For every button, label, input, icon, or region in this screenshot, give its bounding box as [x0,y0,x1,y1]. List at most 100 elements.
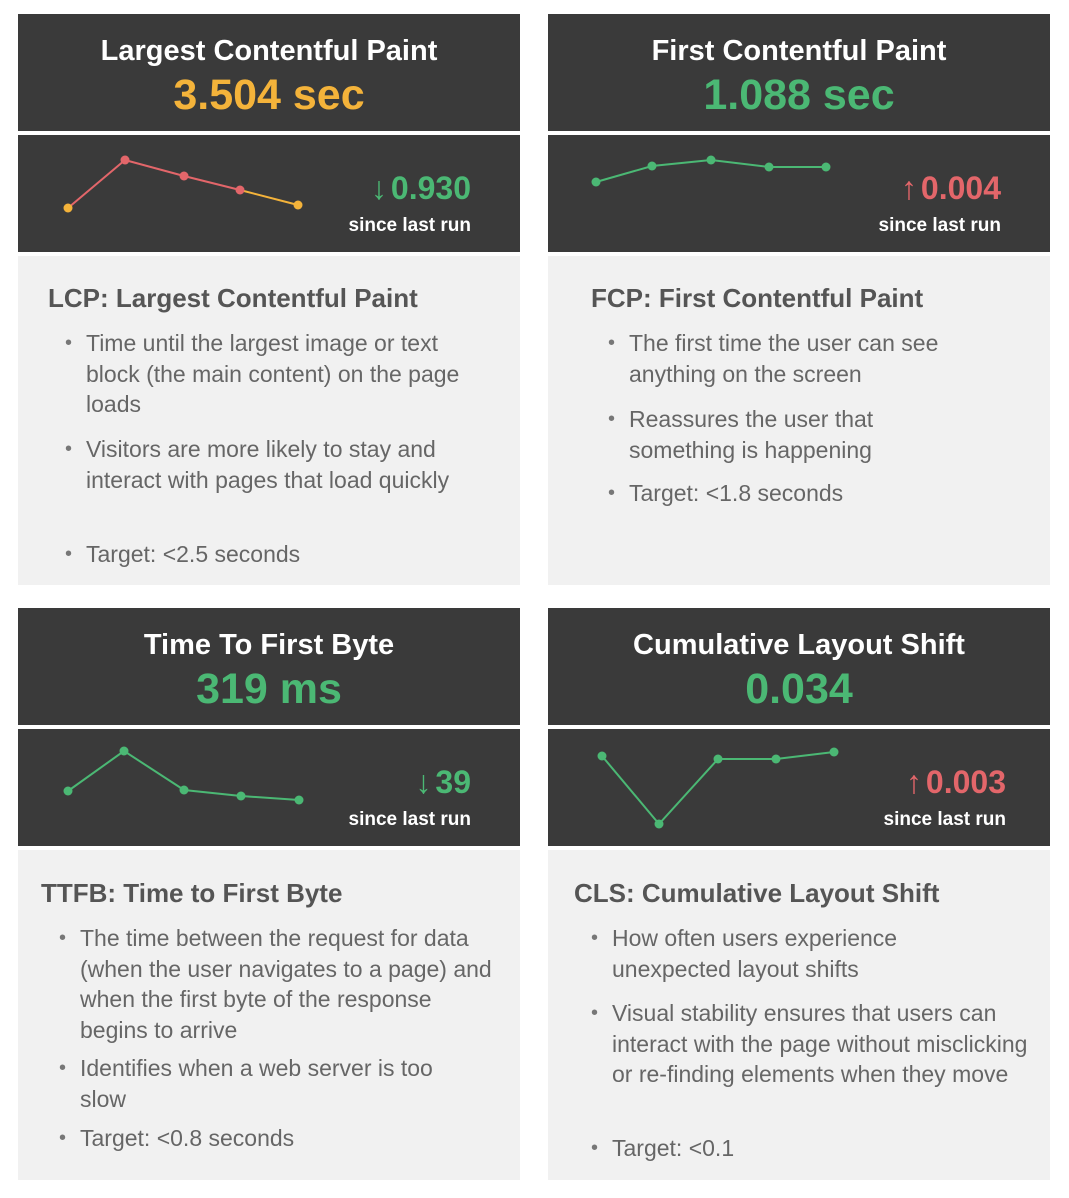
bullet-dot-icon: • [591,1002,599,1024]
cls-desc-title: CLS: Cumulative Layout Shift [574,878,940,908]
cls-sparkline-point [829,747,839,757]
bullet-dot-icon: • [65,543,73,565]
lcp-sparkline-point [120,155,130,165]
lcp-since-label: since last run [348,215,472,236]
ttfb-bullet: • The time between the request for data (… [59,923,500,1045]
fcp-bullet-text: Reassures the user that something is hap… [629,406,874,463]
fcp-bullet-text: Target: <1.8 seconds [629,480,844,506]
ttfb-bullet-text: The time between the request for data (w… [80,925,492,1043]
cls-sparkline-point [597,751,607,761]
ttfb-bullet-text: Identifies when a web server is too slow [80,1055,433,1112]
bullet-dot-icon: • [591,1137,599,1159]
fcp-since-label: since last run [878,215,1002,236]
ttfb-trend-panel: ↓ 39 since last run [18,729,520,846]
lcp-sparkline-segment [124,159,185,177]
fcp-sparkline-point [591,177,601,187]
cls-bullet-text: Visual stability ensures that users can … [612,1000,1028,1087]
lcp-sparkline [63,155,303,213]
ttfb-desc-title: TTFB: Time to First Byte [41,878,343,908]
ttfb-card: Time To First Byte 319 ms ↓ 39 since last… [18,608,520,1180]
fcp-sparkline [591,155,831,187]
bullet-dot-icon: • [59,1057,67,1079]
ttfb-bullet-text: Target: <0.8 seconds [80,1125,295,1151]
ttfb-sparkline-point [294,795,304,805]
ttfb-since-label: since last run [348,809,472,830]
lcp-sparkline-segment [183,175,241,191]
fcp-delta: ↑ 0.004 [901,169,1001,207]
lcp-sparkline-point [235,185,245,195]
bullet-dot-icon: • [65,332,73,354]
lcp-trend-panel: ↓ 0.930 since last run [18,135,520,252]
lcp-card: Largest Contentful Paint 3.504 sec ↓ 0.93… [18,14,520,585]
fcp-bullet: • Reassures the user that something is ha… [608,404,959,465]
cls-sparkline [597,747,839,829]
lcp-delta: ↓ 0.930 [371,169,471,207]
arrow-down-icon: ↓ [415,764,432,800]
cls-delta: ↑ 0.003 [906,763,1006,801]
fcp-card: First Contentful Paint 1.088 sec ↑ 0.004 … [548,14,1050,585]
cls-trend-panel: ↑ 0.003 since last run [548,729,1050,846]
ttfb-delta-value: 39 [435,764,471,800]
ttfb-delta: ↓ 39 [415,763,471,801]
fcp-value: 1.088 sec [703,71,895,119]
ttfb-sparkline-point [179,785,189,795]
fcp-description: FCP: First Contentful Paint • The first t… [548,256,1050,585]
fcp-header: First Contentful Paint 1.088 sec [548,14,1050,131]
fcp-sparkline-point [764,162,774,172]
fcp-sparkline-point [706,155,716,165]
lcp-delta-value: 0.930 [390,170,471,206]
fcp-delta-value: 0.004 [920,170,1001,206]
bullet-dot-icon: • [608,408,616,430]
ttfb-header: Time To First Byte 319 ms [18,608,520,725]
lcp-bullet-text: Target: <2.5 seconds [86,541,301,567]
cls-bullet: • Visual stability ensures that users can… [591,998,1032,1090]
ttfb-value: 319 ms [196,665,342,713]
bullet-dot-icon: • [608,482,616,504]
lcp-desc-title: LCP: Largest Contentful Paint [48,283,418,313]
lcp-sparkline-point [63,203,73,213]
cls-title: Cumulative Layout Shift [633,629,965,661]
lcp-bullet-text: Visitors are more likely to stay and int… [86,436,450,493]
cls-header: Cumulative Layout Shift 0.034 [548,608,1050,725]
fcp-trend-panel: ↑ 0.004 since last run [548,135,1050,252]
lcp-bullet: • Target: <2.5 seconds [65,539,491,570]
ttfb-sparkline-point [119,746,129,756]
ttfb-sparkline [63,746,304,805]
lcp-sparkline-segment [67,159,126,209]
fcp-sparkline-point [647,161,657,171]
bullet-dot-icon: • [59,927,67,949]
fcp-bullet: • Target: <1.8 seconds [608,478,1024,509]
lcp-header: Largest Contentful Paint 3.504 sec [18,14,520,131]
ttfb-bullet: • Identifies when a web server is too slo… [59,1053,460,1114]
lcp-sparkline-segment [239,189,299,206]
cls-bullet-text: How often users experience unexpected la… [612,925,898,982]
bullet-dot-icon: • [59,1127,67,1149]
fcp-sparkline-point [821,162,831,172]
ttfb-sparkline-point [63,786,73,796]
cls-since-label: since last run [883,809,1007,830]
cls-sparkline-point [654,819,664,829]
fcp-bullet: • The first time the user can see anythin… [608,328,1024,389]
fcp-bullet-text: The first time the user can see anything… [629,330,939,387]
lcp-bullet-text: Time until the largest image or text blo… [86,330,460,417]
ttfb-title: Time To First Byte [143,629,395,661]
lcp-sparkline-point [179,171,189,181]
ttfb-sparkline-point [236,791,246,801]
arrow-up-icon: ↑ [900,170,917,206]
cls-bullet: • Target: <0.1 [591,1133,1032,1164]
cls-bullet-text: Target: <0.1 [612,1135,735,1161]
bullet-dot-icon: • [591,927,599,949]
lcp-title: Largest Contentful Paint [100,35,438,67]
lcp-bullet: • Time until the largest image or text bl… [65,328,466,420]
ttfb-description: TTFB: Time to First Byte • The time betwe… [18,850,520,1180]
cls-description: CLS: Cumulative Layout Shift • How often … [548,850,1050,1180]
cls-sparkline-point [771,754,781,764]
lcp-description: LCP: Largest Contentful Paint • Time unti… [18,256,520,585]
bullet-dot-icon: • [65,438,73,460]
fcp-title: First Contentful Paint [651,35,947,67]
arrow-up-icon: ↑ [905,764,922,800]
cls-delta-value: 0.003 [925,764,1006,800]
cls-bullet: • How often users experience unexpected l… [591,923,972,984]
cls-sparkline-point [713,754,723,764]
ttfb-bullet: • Target: <0.8 seconds [59,1123,500,1154]
